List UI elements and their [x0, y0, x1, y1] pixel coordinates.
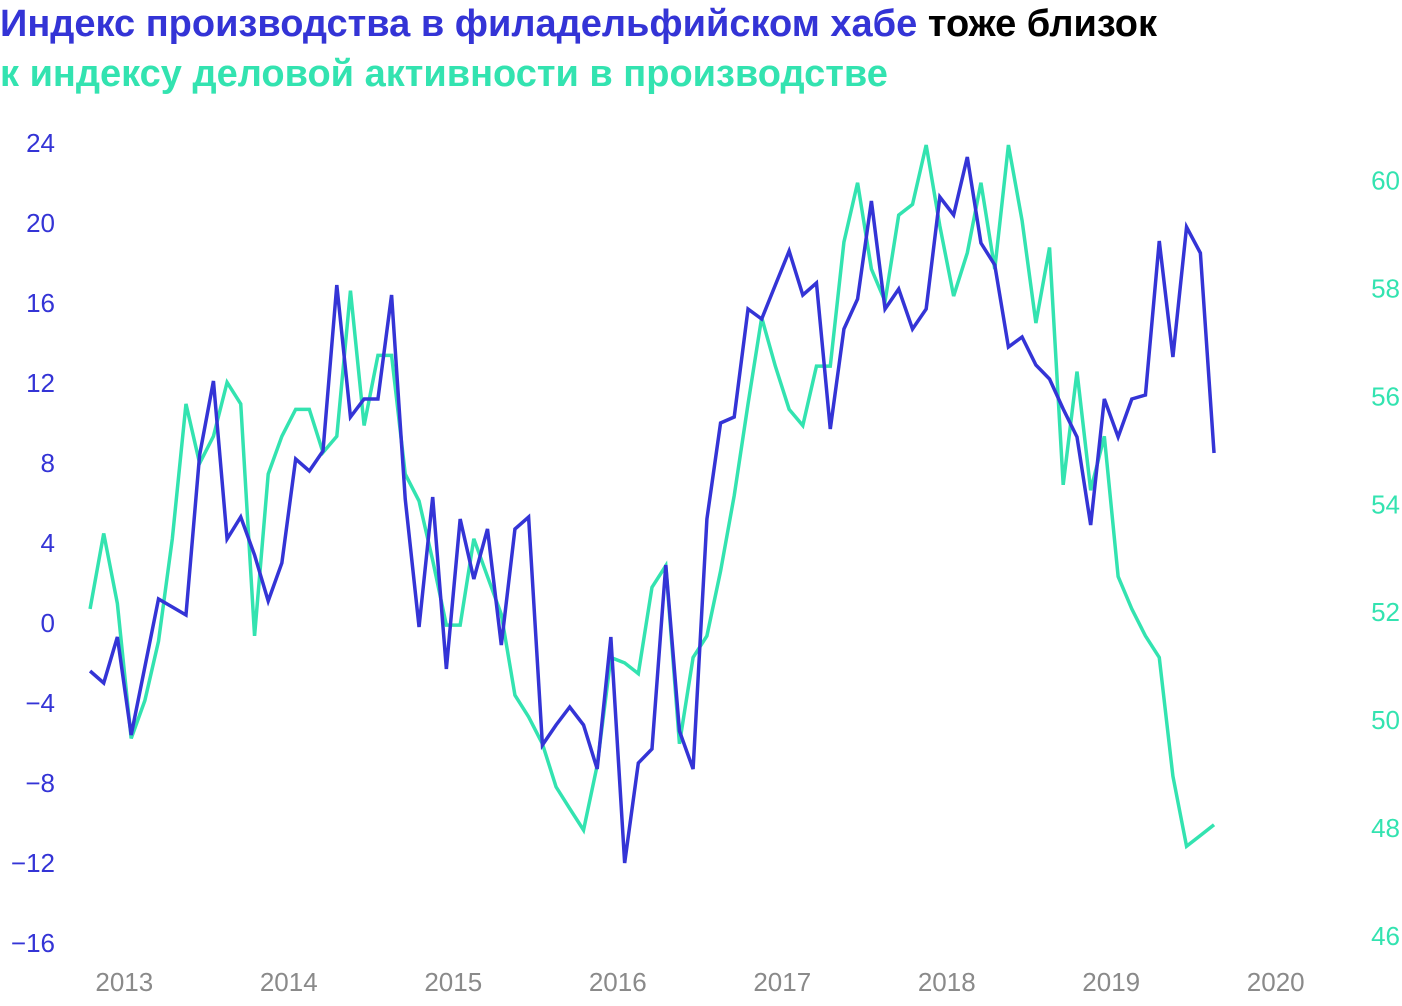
chart-title: Индекс производства в филадельфийском ха…	[0, 3, 1158, 45]
y2-tick-label: 50	[1371, 705, 1400, 735]
y-tick-label: 24	[26, 128, 55, 158]
chart-title: к индексу деловой активности в производс…	[0, 53, 888, 95]
title-part: Индекс производства в филадельфийском ха…	[0, 3, 917, 45]
y-tick-label: −16	[11, 928, 55, 958]
y2-tick-label: 60	[1371, 166, 1400, 196]
y2-tick-label: 52	[1371, 597, 1400, 627]
x-tick-label: 2015	[424, 967, 482, 997]
y-tick-label: −12	[11, 848, 55, 878]
y-tick-label: −8	[25, 768, 55, 798]
y-tick-label: 16	[26, 288, 55, 318]
x-tick-label: 2013	[95, 967, 153, 997]
y-tick-label: 0	[41, 608, 55, 638]
x-tick-label: 2016	[589, 967, 647, 997]
x-tick-label: 2018	[918, 967, 976, 997]
y-tick-label: 12	[26, 368, 55, 398]
x-tick-label: 2017	[753, 967, 811, 997]
x-tick-label: 2014	[260, 967, 318, 997]
series-line	[88, 156, 1216, 864]
series-line	[88, 144, 1216, 850]
y2-tick-label: 56	[1371, 381, 1400, 411]
y-tick-label: 20	[26, 208, 55, 238]
y2-tick-label: 54	[1371, 489, 1400, 519]
x-tick-label: 2020	[1247, 967, 1305, 997]
x-tick-label: 2019	[1082, 967, 1140, 997]
y2-tick-label: 58	[1371, 274, 1400, 304]
y-tick-label: 8	[41, 448, 55, 478]
y2-tick-label: 48	[1371, 813, 1400, 843]
y-tick-label: −4	[25, 688, 55, 718]
title-part: к индексу деловой активности в производс…	[0, 53, 888, 95]
title-part: тоже близок	[917, 3, 1158, 45]
y2-tick-label: 46	[1371, 921, 1400, 951]
y-tick-label: 4	[41, 528, 55, 558]
